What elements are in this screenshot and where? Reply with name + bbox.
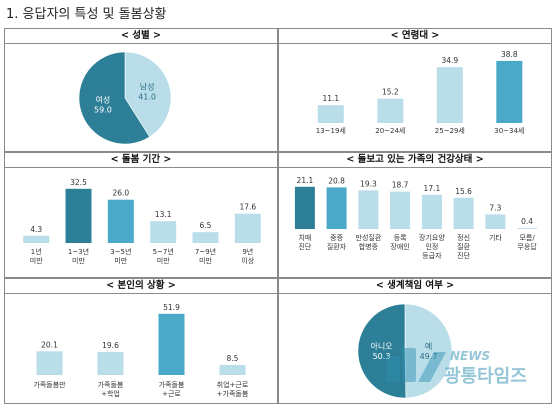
bar-family-health-3 <box>390 191 411 229</box>
data-label-self-situation-1: 19.6 <box>102 341 119 350</box>
data-label-self-situation-3: 8.5 <box>227 354 239 363</box>
chart-age: 11.1 13~19세 15.2 20~24세 34.9 25~29세 38.8 30~34세 <box>316 50 525 135</box>
slice-label-gender-0: 남성 41.0 <box>138 83 156 102</box>
category-label-self-situation-2: 가족돌봄 +근로 <box>159 380 185 398</box>
bar-care-period-5 <box>234 213 261 243</box>
category-label-family-health-7: 모름/무응답 <box>517 234 537 251</box>
category-label-care-period-3: 5~7년 미만 <box>153 247 174 265</box>
slice-gender-1 <box>78 51 151 145</box>
bar-family-health-0 <box>294 186 315 229</box>
data-label-age-0: 11.1 <box>322 94 339 103</box>
category-label-family-health-6: 기타 <box>489 233 502 242</box>
chart-title-self-situation: < 본인의 상황 > <box>5 279 277 294</box>
category-label-self-situation-1: 가족돌봄 +학업 <box>98 380 124 398</box>
slice-livelihood-1 <box>357 303 407 399</box>
chart-gender: 남성 41.0 여성 59.0 <box>78 51 172 145</box>
chart-title-livelihood: < 생계책임 여부 > <box>279 279 551 294</box>
bar-family-health-4 <box>421 194 442 229</box>
category-label-age-3: 30~34세 <box>494 126 524 135</box>
bar-self-situation-0 <box>36 351 63 375</box>
bar-age-1 <box>377 98 404 123</box>
bar-family-health-6 <box>485 214 506 229</box>
bar-age-2 <box>436 67 463 123</box>
panel-family-health: < 돌보고 있는 가족의 건강상태 > 21.1 치매 진단 20.8 중증 질환자 19.… <box>278 152 552 278</box>
data-label-care-period-3: 13.1 <box>155 210 172 219</box>
data-label-age-2: 34.9 <box>441 56 458 65</box>
bar-self-situation-2 <box>158 313 185 375</box>
chart-title-gender: < 성별 > <box>5 29 277 44</box>
category-label-self-situation-0: 가족돌봄만 <box>33 380 66 389</box>
bar-self-situation-3 <box>219 365 246 375</box>
data-label-family-health-1: 20.8 <box>328 176 345 185</box>
category-label-family-health-3: 등록 장애인 <box>390 234 409 251</box>
category-label-self-situation-3: 취업+근로 +가족돌봄 <box>217 381 249 398</box>
data-label-family-health-4: 17.1 <box>424 184 441 193</box>
category-label-family-health-0: 치매 진단 <box>298 233 311 251</box>
bar-family-health-2 <box>358 190 379 229</box>
category-label-care-period-4: 7~9년 미만 <box>195 247 216 265</box>
chart-title-family-health: < 돌보고 있는 가족의 건강상태 > <box>279 153 551 168</box>
data-label-care-period-0: 4.3 <box>30 225 42 234</box>
panel-livelihood: < 생계책임 여부 > 예 49.7 아니오 50.3 <box>278 278 552 404</box>
bar-age-3 <box>496 60 523 123</box>
slice-label-livelihood-0: 예 49.7 <box>420 341 438 361</box>
data-label-family-health-5: 15.6 <box>455 187 472 196</box>
category-label-family-health-2: 만성질환 합병증 <box>356 233 382 251</box>
bar-family-health-1 <box>326 187 347 229</box>
data-label-care-period-5: 17.6 <box>239 203 256 212</box>
category-label-family-health-1: 중증 질환자 <box>327 234 347 251</box>
data-label-self-situation-0: 20.1 <box>41 340 58 349</box>
chart-care-period: 4.3 1년 미만 32.5 1~3년 미만 26.0 3~5년 미만 13.1 5~7년 미만 6.5… <box>23 178 261 265</box>
data-label-family-health-2: 19.3 <box>360 179 377 188</box>
chart-title-age: < 연령대 > <box>279 29 551 44</box>
panel-age: < 연령대 > 11.1 13~19세 15.2 20~24세 34.9 25~29세 38… <box>278 28 552 152</box>
bar-care-period-3 <box>150 221 177 243</box>
category-label-care-period-1: 1~3년 미만 <box>68 247 89 265</box>
data-label-self-situation-2: 51.9 <box>163 303 180 312</box>
category-label-care-period-0: 1년 미만 <box>30 247 43 265</box>
category-label-age-0: 13~19세 <box>316 126 346 135</box>
category-label-age-2: 25~29세 <box>435 126 465 135</box>
chart-family-health: 21.1 치매 진단 20.8 중증 질환자 19.3 만성질환 합병증 18.7 등록 장애인 17.… <box>294 176 538 260</box>
data-label-family-health-0: 21.1 <box>297 176 314 185</box>
panel-gender: < 성별 > 남성 41.0 여성 59.0 <box>4 28 278 152</box>
data-label-care-period-4: 6.5 <box>200 221 212 230</box>
category-label-care-period-5: 9년 이상 <box>241 247 254 265</box>
bar-family-health-7 <box>517 228 538 229</box>
category-label-care-period-2: 3~5년 미만 <box>110 247 131 265</box>
bar-self-situation-1 <box>97 351 124 375</box>
bar-care-period-1 <box>65 188 92 243</box>
chart-title-care-period: < 돌봄 기간 > <box>5 153 277 168</box>
bar-care-period-2 <box>107 199 134 243</box>
slice-label-gender-1: 여성 59.0 <box>94 94 112 114</box>
data-label-age-3: 38.8 <box>501 50 518 59</box>
slice-label-livelihood-1: 아니오 50.3 <box>370 341 392 361</box>
data-label-family-health-6: 7.3 <box>489 203 501 212</box>
category-label-family-health-5: 정신 질환 진단 <box>457 233 470 260</box>
chart-self-situation: 20.1 가족돌봄만 19.6 가족돌봄 +학업 51.9 가족돌봄 +근로 8.5 취업+근로 +… <box>33 303 249 398</box>
data-label-care-period-1: 32.5 <box>70 178 87 187</box>
data-label-family-health-3: 18.7 <box>392 181 409 190</box>
data-label-family-health-7: 0.4 <box>521 217 533 226</box>
page-title: 1. 응답자의 특성 및 돌봄상황 <box>6 7 167 22</box>
bar-care-period-4 <box>192 232 219 243</box>
data-label-care-period-2: 26.0 <box>112 189 129 198</box>
bar-care-period-0 <box>23 235 50 243</box>
category-label-family-health-4: 장기요양 인정 등급자 <box>419 233 445 260</box>
panel-self-situation: < 본인의 상황 > 20.1 가족돌봄만 19.6 가족돌봄 +학업 51.9 가족돌봄 +… <box>4 278 278 404</box>
category-label-age-1: 20~24세 <box>375 126 405 135</box>
bar-family-health-5 <box>453 197 474 229</box>
slice-livelihood-0 <box>404 303 453 399</box>
data-label-age-1: 15.2 <box>382 88 399 97</box>
chart-livelihood: 예 49.7 아니오 50.3 <box>357 303 453 399</box>
panel-care-period: < 돌봄 기간 > 4.3 1년 미만 32.5 1~3년 미만 26.0 3~5년 미만 13.… <box>4 152 278 278</box>
bar-age-0 <box>317 105 344 123</box>
